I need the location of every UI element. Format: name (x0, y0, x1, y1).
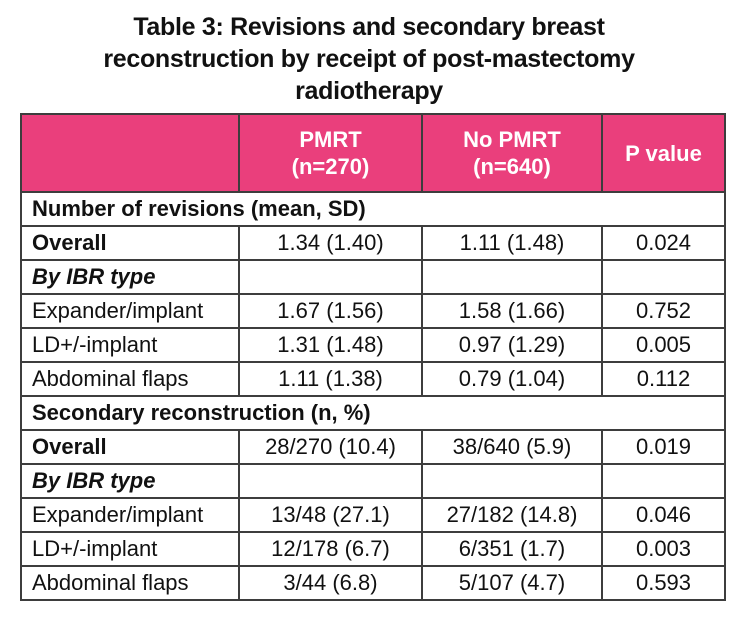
row-label: By IBR type (20, 259, 240, 295)
row-label: Overall (20, 429, 240, 465)
cell-p-value: 0.003 (601, 531, 726, 567)
header-pmrt: PMRT (n=270) (238, 113, 423, 193)
cell-no-pmrt: 27/182 (14.8) (421, 497, 603, 533)
table-row-ld-implant-revisions: LD+/-implant 1.31 (1.48) 0.97 (1.29) 0.0… (20, 327, 726, 363)
cell-no-pmrt: 1.58 (1.66) (421, 293, 603, 329)
header-empty-cell (20, 113, 240, 193)
cell-p-value: 0.593 (601, 565, 726, 601)
cell-no-pmrt (421, 463, 603, 499)
cell-pmrt: 28/270 (10.4) (238, 429, 423, 465)
cell-pmrt: 1.11 (1.38) (238, 361, 423, 397)
cell-no-pmrt: 1.11 (1.48) (421, 225, 603, 261)
cell-p-value (601, 463, 726, 499)
cell-pmrt: 1.67 (1.56) (238, 293, 423, 329)
cell-pmrt: 3/44 (6.8) (238, 565, 423, 601)
table-row-abdominal-flaps-secondary: Abdominal flaps 3/44 (6.8) 5/107 (4.7) 0… (20, 565, 726, 601)
table-row-by-ibr-type-revisions: By IBR type (20, 259, 726, 295)
row-label: Abdominal flaps (20, 361, 240, 397)
table-row-overall-secondary: Overall 28/270 (10.4) 38/640 (5.9) 0.019 (20, 429, 726, 465)
row-label: By IBR type (20, 463, 240, 499)
section-label: Secondary reconstruction (n, %) (20, 395, 726, 431)
cell-no-pmrt (421, 259, 603, 295)
table-title-line-2: reconstruction by receipt of post-mastec… (103, 45, 635, 73)
table-title-line-3: radiotherapy (295, 77, 443, 105)
cell-no-pmrt: 0.79 (1.04) (421, 361, 603, 397)
cell-no-pmrt: 6/351 (1.7) (421, 531, 603, 567)
header-pmrt-line-1: PMRT (299, 127, 362, 152)
cell-pmrt (238, 259, 423, 295)
header-p-value: P value (601, 113, 726, 193)
table-row-expander-implant-revisions: Expander/implant 1.67 (1.56) 1.58 (1.66)… (20, 293, 726, 329)
revisions-table: PMRT (n=270) No PMRT (n=640) P value Num… (20, 113, 726, 601)
cell-pmrt: 12/178 (6.7) (238, 531, 423, 567)
row-label: Expander/implant (20, 497, 240, 533)
header-pmrt-line-2: (n=270) (291, 154, 370, 179)
header-no-pmrt-line-1: No PMRT (463, 127, 561, 152)
cell-p-value: 0.112 (601, 361, 726, 397)
header-no-pmrt: No PMRT (n=640) (421, 113, 603, 193)
row-label: Overall (20, 225, 240, 261)
row-label: Expander/implant (20, 293, 240, 329)
section-row-number-of-revisions: Number of revisions (mean, SD) (20, 191, 726, 227)
cell-p-value: 0.024 (601, 225, 726, 261)
cell-pmrt: 13/48 (27.1) (238, 497, 423, 533)
header-no-pmrt-line-2: (n=640) (473, 154, 551, 179)
table-title-line-1: Table 3: Revisions and secondary breast (133, 13, 605, 41)
table-title: Table 3: Revisions and secondary breast … (0, 0, 738, 107)
cell-p-value: 0.046 (601, 497, 726, 533)
cell-no-pmrt: 5/107 (4.7) (421, 565, 603, 601)
table-row-expander-implant-secondary: Expander/implant 13/48 (27.1) 27/182 (14… (20, 497, 726, 533)
table-row-by-ibr-type-secondary: By IBR type (20, 463, 726, 499)
cell-no-pmrt: 0.97 (1.29) (421, 327, 603, 363)
cell-pmrt (238, 463, 423, 499)
cell-p-value: 0.005 (601, 327, 726, 363)
cell-p-value: 0.019 (601, 429, 726, 465)
cell-p-value (601, 259, 726, 295)
section-label: Number of revisions (mean, SD) (20, 191, 726, 227)
row-label: Abdominal flaps (20, 565, 240, 601)
table-row-overall-revisions: Overall 1.34 (1.40) 1.11 (1.48) 0.024 (20, 225, 726, 261)
table-row-abdominal-flaps-revisions: Abdominal flaps 1.11 (1.38) 0.79 (1.04) … (20, 361, 726, 397)
row-label: LD+/-implant (20, 327, 240, 363)
section-row-secondary-reconstruction: Secondary reconstruction (n, %) (20, 395, 726, 431)
row-label: LD+/-implant (20, 531, 240, 567)
cell-pmrt: 1.34 (1.40) (238, 225, 423, 261)
table-header-row: PMRT (n=270) No PMRT (n=640) P value (20, 113, 726, 193)
table-row-ld-implant-secondary: LD+/-implant 12/178 (6.7) 6/351 (1.7) 0.… (20, 531, 726, 567)
cell-p-value: 0.752 (601, 293, 726, 329)
cell-no-pmrt: 38/640 (5.9) (421, 429, 603, 465)
cell-pmrt: 1.31 (1.48) (238, 327, 423, 363)
